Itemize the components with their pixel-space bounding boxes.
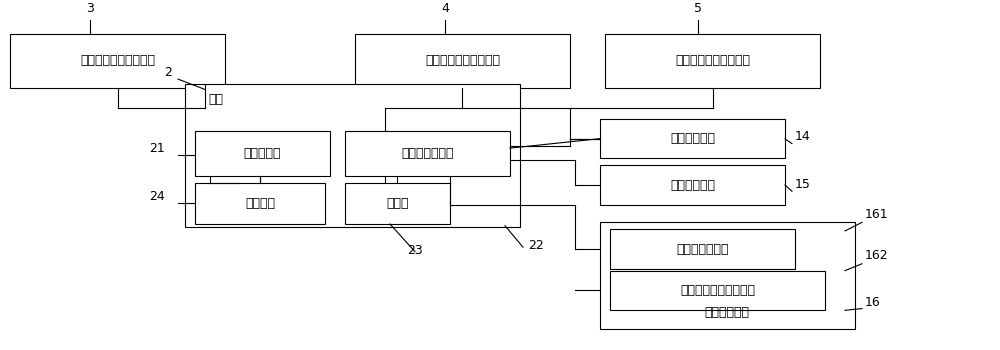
Text: 161: 161 — [865, 208, 889, 220]
FancyBboxPatch shape — [610, 271, 825, 310]
Text: 微型低频电模块: 微型低频电模块 — [401, 147, 454, 160]
Text: 降唇筋膜振动松解模块: 降唇筋膜振动松解模块 — [675, 55, 750, 68]
FancyBboxPatch shape — [600, 166, 785, 205]
FancyBboxPatch shape — [345, 183, 450, 224]
FancyBboxPatch shape — [195, 183, 325, 224]
Text: 提唇筋膜振动松解模块: 提唇筋膜振动松解模块 — [425, 55, 500, 68]
FancyBboxPatch shape — [345, 131, 510, 176]
Text: 降唇电极片区: 降唇电极片区 — [670, 179, 715, 192]
Text: 3: 3 — [86, 2, 94, 15]
Text: 操作按键: 操作按键 — [245, 197, 275, 210]
Text: 提唇电极片区: 提唇电极片区 — [670, 132, 715, 145]
FancyBboxPatch shape — [195, 131, 330, 176]
FancyBboxPatch shape — [185, 84, 520, 228]
Text: 5: 5 — [694, 2, 702, 15]
Text: 15: 15 — [795, 177, 811, 190]
Text: 162: 162 — [865, 249, 889, 262]
Text: 21: 21 — [149, 142, 165, 155]
FancyBboxPatch shape — [10, 34, 225, 88]
Text: 主机: 主机 — [208, 93, 223, 106]
Text: 嘴角筋膜振动松解模块: 嘴角筋膜振动松解模块 — [80, 55, 155, 68]
Text: 嘴闭合电极片区: 嘴闭合电极片区 — [676, 243, 729, 256]
Text: 24: 24 — [149, 190, 165, 203]
Text: 微电脑模块: 微电脑模块 — [244, 147, 281, 160]
FancyBboxPatch shape — [610, 229, 795, 269]
FancyBboxPatch shape — [605, 34, 820, 88]
Text: 嘴角两侧移动电极片区: 嘴角两侧移动电极片区 — [680, 284, 755, 297]
Text: 14: 14 — [795, 130, 811, 143]
Text: 嘴角移动装置: 嘴角移动装置 — [704, 306, 750, 319]
Text: 2: 2 — [164, 66, 172, 79]
FancyBboxPatch shape — [355, 34, 570, 88]
FancyBboxPatch shape — [600, 222, 855, 329]
Text: 显示屏: 显示屏 — [386, 197, 409, 210]
FancyBboxPatch shape — [600, 119, 785, 159]
Text: 22: 22 — [528, 239, 544, 252]
Text: 16: 16 — [865, 296, 881, 309]
Text: 4: 4 — [441, 2, 449, 15]
Text: 23: 23 — [407, 244, 423, 257]
